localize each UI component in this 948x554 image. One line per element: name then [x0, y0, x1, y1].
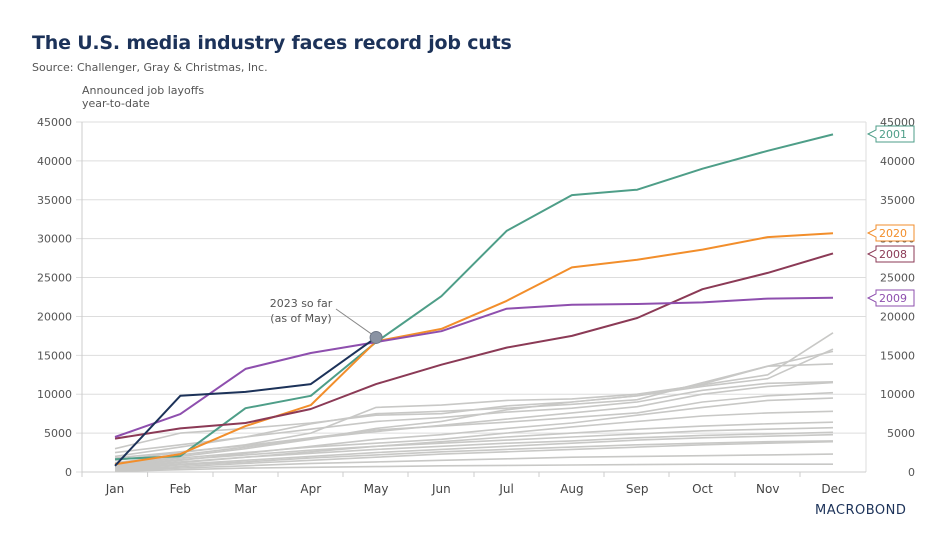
x-tick-label: Mar	[234, 482, 257, 496]
y-tick-right: 0	[908, 466, 915, 479]
series-line-2008	[114, 252, 834, 440]
y-tick-right: 10000	[880, 388, 915, 401]
series-tag-2020: 2020	[866, 224, 915, 242]
series-line-other-15	[114, 440, 834, 471]
series-line-other-8	[114, 397, 834, 467]
series-tag-box	[866, 245, 915, 263]
y-tick-left: 10000	[37, 388, 72, 401]
series-line-other-6	[114, 381, 834, 464]
series-tag-box	[866, 289, 915, 307]
series-line-2020	[114, 232, 834, 466]
x-tick-label: Aug	[560, 482, 583, 496]
chart-title: The U.S. media industry faces record job…	[32, 32, 512, 54]
highlighted-lines	[114, 133, 834, 467]
series-line-other-3	[114, 350, 834, 458]
series-line-other-11	[114, 426, 834, 466]
series-tag-2008: 2008	[866, 245, 915, 263]
x-tick-label: Apr	[300, 482, 321, 496]
x-tick-label: Feb	[170, 482, 191, 496]
series-line-other-17	[114, 463, 833, 472]
annotation-text-line1: 2023 so far	[270, 297, 333, 310]
gridlines	[76, 121, 866, 473]
series-tag-label: 2009	[879, 292, 907, 305]
x-tick-label: May	[364, 482, 389, 496]
series-line-other-7	[114, 391, 834, 459]
series-line-2009	[114, 296, 834, 438]
y-tick-right: 25000	[880, 272, 915, 285]
x-tick-label: Dec	[821, 482, 844, 496]
y-tick-right: 40000	[880, 155, 915, 168]
y-tick-left: 15000	[37, 349, 72, 362]
series-tag-box	[866, 125, 915, 143]
other-years-lines	[114, 332, 834, 472]
y-axis-label-line1: Announced job layoffs	[82, 84, 205, 97]
y-tick-left: 25000	[37, 272, 72, 285]
y-tick-left: 45000	[37, 116, 72, 129]
y-tick-left: 5000	[44, 427, 72, 440]
series-line-other-13	[114, 433, 834, 469]
y-axis-label: Announced job layoffs year-to-date	[82, 84, 204, 110]
macrobond-logo: MACROBOND	[815, 503, 907, 518]
y-tick-left: 0	[65, 466, 72, 479]
series-line-2023	[114, 336, 377, 467]
x-tick-label: Jan	[105, 482, 125, 496]
x-tick-label: Jul	[498, 482, 513, 496]
series-line-other-4	[114, 363, 834, 450]
series-line-other-9	[114, 410, 834, 465]
series-line-other-5	[114, 381, 834, 454]
x-tick-label: Nov	[756, 482, 779, 496]
series-tag-label: 2008	[879, 248, 907, 261]
series-tag-label: 2001	[879, 128, 907, 141]
y-tick-right: 5000	[887, 427, 915, 440]
annotation-leader-line	[335, 308, 373, 335]
series-tag-2001: 2001	[866, 125, 915, 143]
annotation-2023: 2023 so far (as of May)	[270, 297, 383, 344]
series-tag-2009: 2009	[866, 289, 915, 307]
series-tag-box	[866, 224, 915, 242]
y-tick-right: 35000	[880, 194, 915, 207]
series-line-2001	[114, 133, 834, 461]
series-tag-label: 2020	[879, 227, 907, 240]
chart-source: Source: Challenger, Gray & Christmas, In…	[32, 61, 268, 74]
y-tick-left: 30000	[37, 233, 72, 246]
series-line-other-12	[114, 431, 834, 468]
annotation-text-line2: (as of May)	[270, 312, 331, 325]
series-line-other-14	[114, 440, 834, 470]
x-tick-label: Sep	[626, 482, 649, 496]
series-2023-endpoint-marker	[369, 330, 383, 344]
y-axis-label-line2: year-to-date	[82, 97, 150, 110]
x-tick-label: Jun	[431, 482, 451, 496]
y-tick-left: 20000	[37, 310, 72, 323]
series-line-other-16	[114, 453, 834, 472]
series-tags: 2001 2020 2008 2009	[866, 125, 915, 307]
y-tick-right: 20000	[880, 310, 915, 323]
y-tick-left: 35000	[37, 194, 72, 207]
x-tick-label: Oct	[692, 482, 713, 496]
y-tick-right: 15000	[880, 349, 915, 362]
y-tick-left: 40000	[37, 155, 72, 168]
